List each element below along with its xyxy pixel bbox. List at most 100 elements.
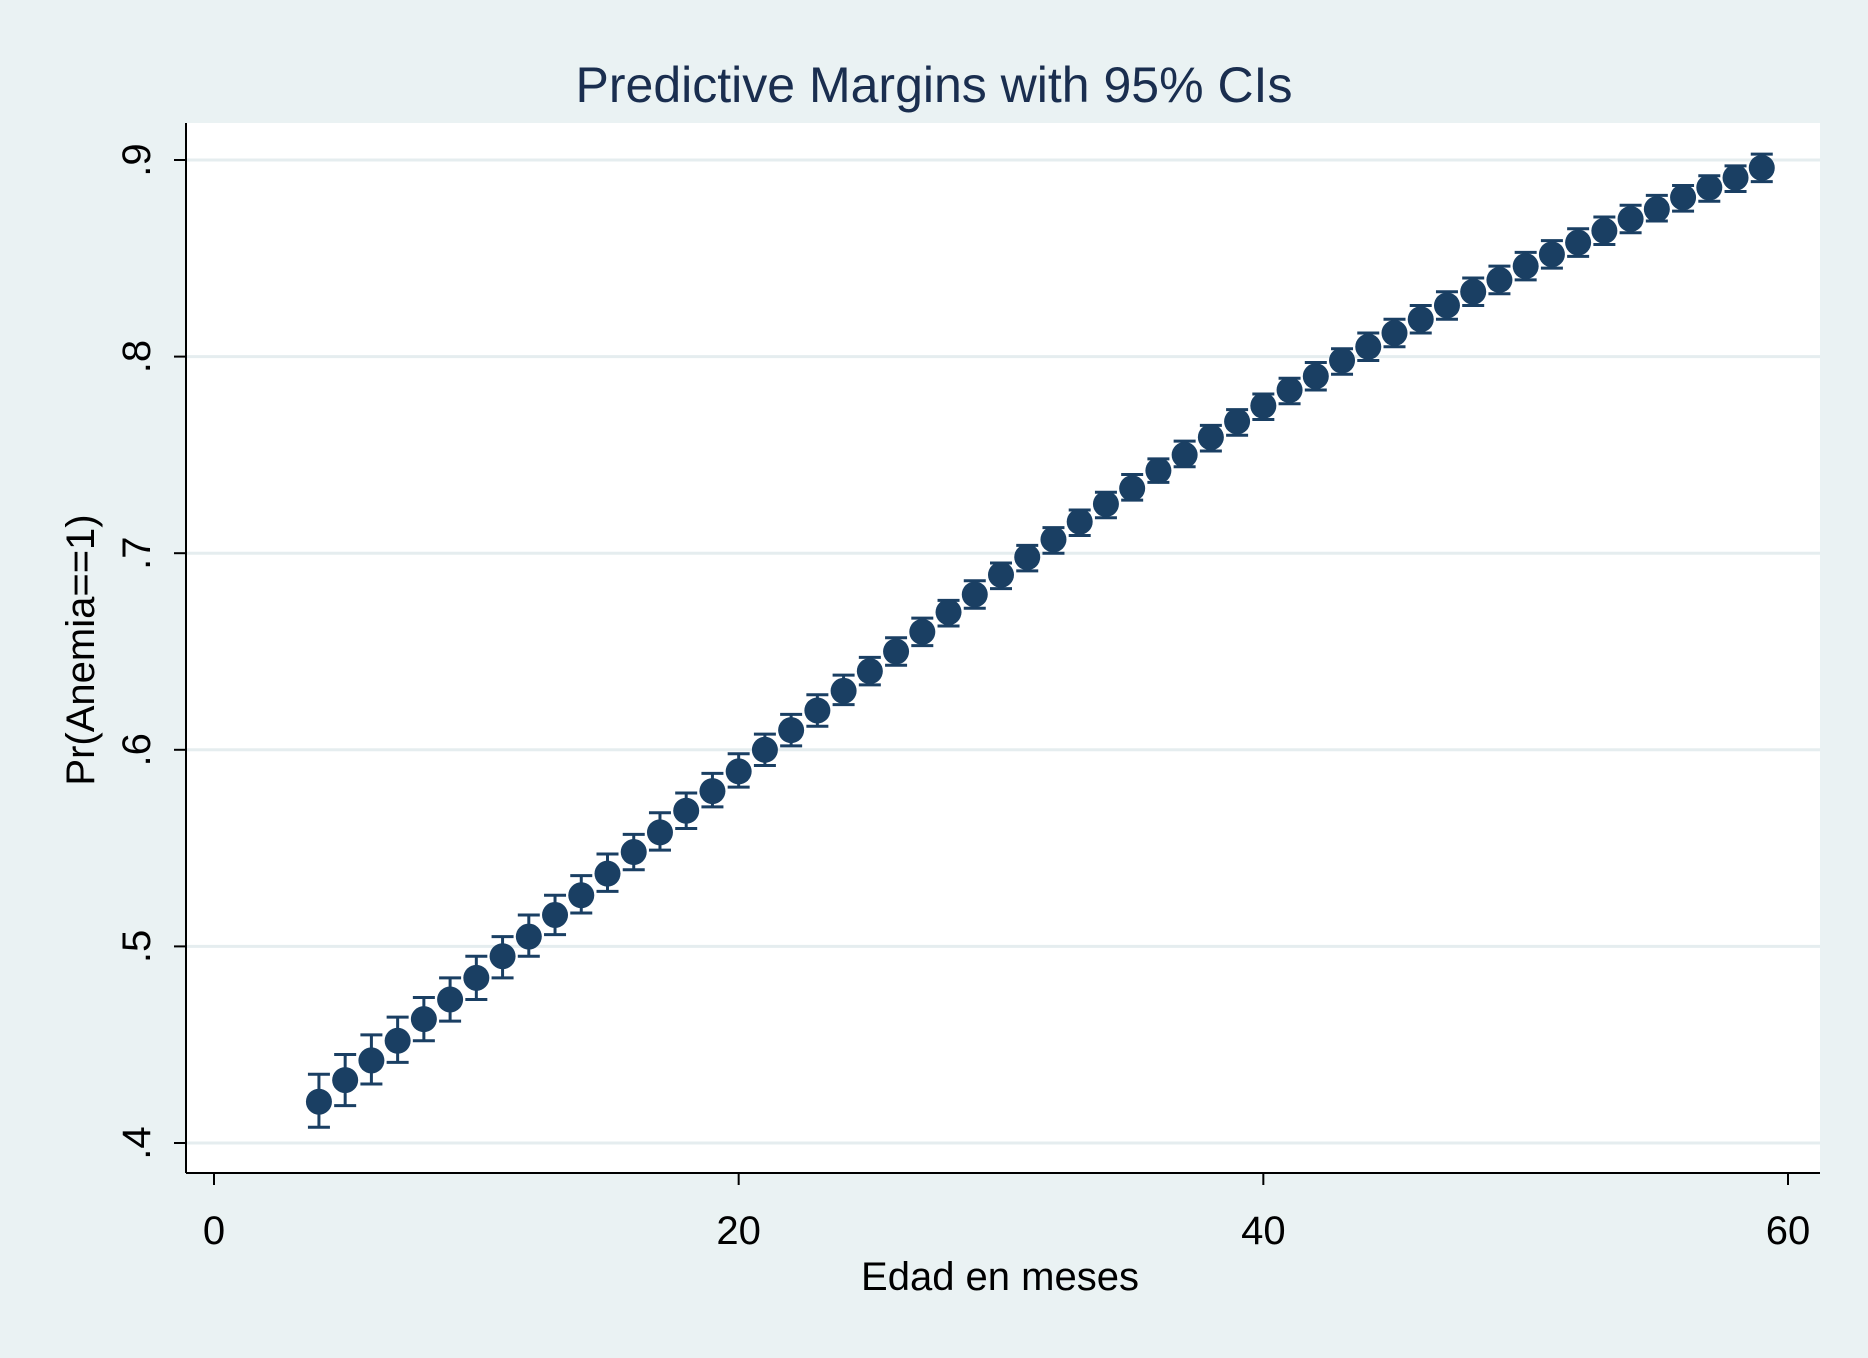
ci-32: [1040, 526, 1067, 555]
ci-14: [568, 874, 595, 915]
ci-40: [1250, 392, 1277, 422]
ci-19: [699, 771, 726, 809]
ci-20: [725, 752, 752, 789]
ci-30: [988, 561, 1014, 591]
ci-36: [1145, 457, 1172, 484]
data-point: [646, 819, 673, 846]
data-point: [568, 882, 595, 909]
data-point: [1407, 306, 1434, 333]
data-point: [673, 797, 700, 824]
ci-29: [961, 579, 988, 610]
x-tick-label: 60: [1766, 1209, 1811, 1253]
data-point: [594, 860, 621, 887]
ci-45: [1381, 317, 1408, 349]
ci-16: [620, 832, 647, 872]
data-point: [1276, 377, 1303, 404]
ci-33: [1066, 508, 1093, 538]
data-point: [1066, 508, 1093, 535]
data-point: [1119, 475, 1146, 502]
data-point: [1512, 253, 1539, 280]
ci-59: [1748, 152, 1775, 184]
data-point: [1224, 408, 1251, 435]
ci-4: [305, 1072, 332, 1129]
data-point: [935, 599, 962, 626]
ci-47: [1433, 290, 1460, 321]
ci-48: [1460, 276, 1487, 307]
ci-44: [1355, 331, 1382, 363]
data-point: [699, 778, 726, 805]
ci-11: [489, 935, 516, 980]
ci-6: [358, 1033, 385, 1086]
ci-46: [1407, 303, 1434, 335]
data-point: [804, 697, 831, 724]
ci-37: [1171, 439, 1198, 469]
ci-17: [646, 811, 673, 852]
data-point: [1670, 184, 1697, 211]
ci-26: [883, 636, 910, 667]
x-tick-label: 0: [203, 1209, 225, 1253]
ci-56: [1670, 184, 1697, 213]
y-tick-label: .8: [115, 340, 159, 373]
ci-22: [778, 712, 805, 748]
ci-31: [1014, 543, 1041, 573]
ci-54: [1617, 203, 1644, 235]
data-point: [384, 1027, 411, 1054]
ci-12: [515, 913, 542, 958]
data-point: [1355, 333, 1382, 360]
data-point: [1145, 457, 1172, 484]
ci-10: [463, 954, 490, 1001]
data-point: [358, 1047, 385, 1074]
data-point: [751, 736, 778, 763]
axes: .4 .5 .6 .7 .8 .9 0 20 40 60: [115, 123, 1820, 1253]
data-point: [909, 618, 936, 645]
ci-55: [1643, 193, 1670, 223]
ci-21: [751, 732, 778, 768]
data-point: [988, 561, 1014, 588]
ci-27: [909, 616, 936, 648]
ci-41: [1276, 376, 1303, 406]
y-tick-label: .9: [115, 143, 159, 176]
ci-49: [1486, 264, 1513, 296]
ci-35: [1119, 473, 1146, 502]
data-point: [725, 758, 752, 785]
data-point: [1460, 278, 1487, 305]
data-point: [1302, 363, 1329, 390]
ci-51: [1538, 239, 1565, 270]
data-point: [830, 677, 857, 704]
ci-25: [856, 655, 883, 687]
data-point: [1014, 544, 1041, 571]
data-point: [1538, 241, 1565, 268]
data-marks: [305, 152, 1775, 1129]
ci-5: [332, 1053, 359, 1108]
data-point: [1643, 196, 1670, 223]
y-tick-label: .7: [115, 537, 159, 570]
ci-43: [1329, 347, 1356, 376]
data-point: [1092, 491, 1119, 518]
y-axis-label: Pr(Anemia==1): [59, 514, 103, 785]
x-axis-label: Edad en meses: [861, 1255, 1139, 1299]
ci-9: [437, 976, 464, 1023]
ci-52: [1565, 227, 1592, 258]
data-point: [1433, 292, 1460, 319]
ci-15: [594, 852, 621, 893]
data-point: [1617, 205, 1644, 232]
ci-24: [830, 673, 857, 707]
x-tick-label: 20: [716, 1209, 761, 1253]
data-point: [1250, 392, 1277, 419]
data-point: [856, 658, 883, 685]
data-point: [463, 964, 490, 991]
data-point: [1040, 526, 1067, 553]
ci-8: [410, 996, 437, 1043]
ci-38: [1197, 423, 1224, 453]
ci-50: [1512, 250, 1539, 282]
chart-title: Predictive Margins with 95% CIs: [576, 57, 1293, 113]
data-point: [778, 717, 805, 744]
y-tick-label: .6: [115, 733, 159, 766]
data-point: [1486, 266, 1513, 293]
data-point: [1696, 174, 1723, 201]
data-point: [1565, 229, 1592, 256]
ci-18: [673, 791, 700, 830]
ci-58: [1722, 164, 1749, 193]
